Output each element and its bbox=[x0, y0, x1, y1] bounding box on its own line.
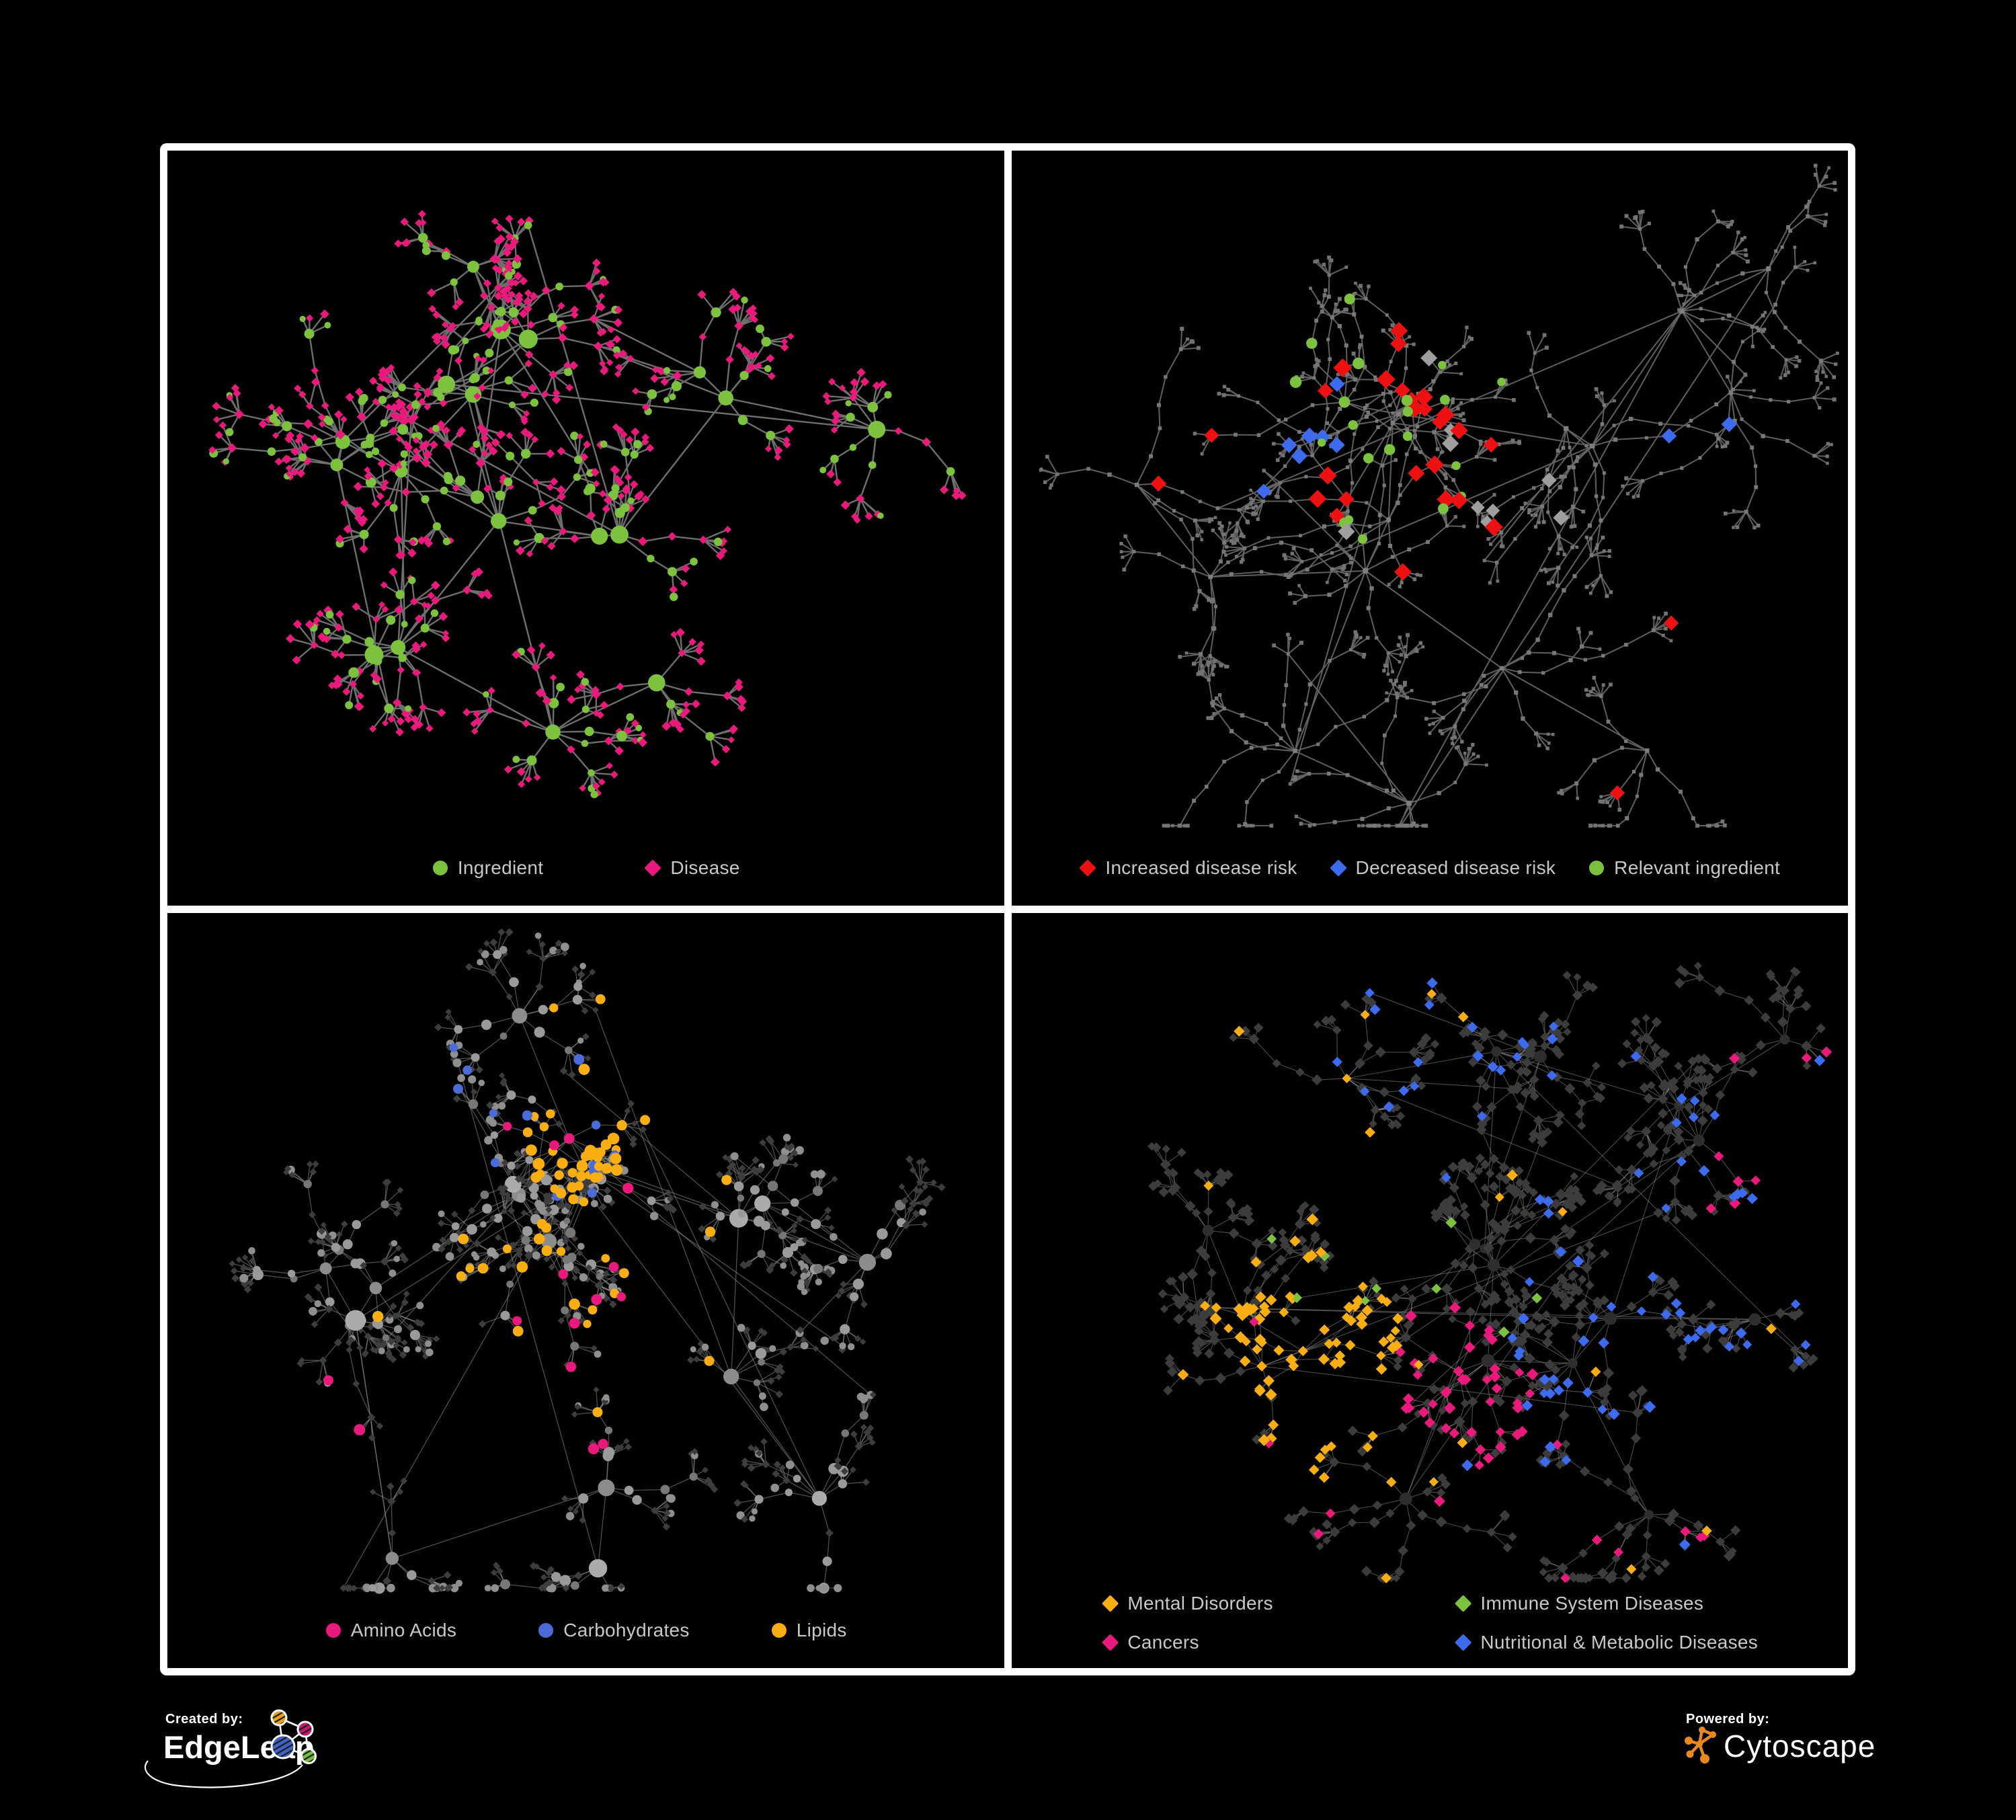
legend-marker-relevant-ingredient bbox=[1588, 859, 1605, 877]
legend-item: Nutritional & Metabolic Diseases bbox=[1454, 1632, 1758, 1653]
legend-nutrient-classes: Amino Acids Carbohydrates Lipids bbox=[167, 1620, 1004, 1641]
legend-item: Decreased disease risk bbox=[1329, 857, 1556, 879]
edgeleap-node-blue bbox=[270, 1734, 296, 1759]
legend-item: Immune System Diseases bbox=[1454, 1593, 1758, 1614]
edgeleap-node-orange bbox=[270, 1709, 288, 1727]
legend-label: Carbohydrates bbox=[563, 1620, 690, 1640]
cytoscape-brand: Cytoscape bbox=[1724, 1729, 1876, 1764]
legend-label: Lipids bbox=[796, 1620, 847, 1640]
edgeleap-node-magenta bbox=[296, 1720, 314, 1738]
legend-item: Amino Acids bbox=[325, 1620, 456, 1641]
panel-nutrient-classes: Amino Acids Carbohydrates Lipids bbox=[167, 913, 1004, 1668]
legend-item: Ingredient bbox=[432, 857, 544, 879]
legend-label: Ingredient bbox=[457, 857, 544, 878]
edgeleap-logo-icon bbox=[144, 1709, 317, 1788]
legend-item: Disease bbox=[644, 857, 739, 879]
legend-marker-carbohydrates bbox=[537, 1622, 555, 1639]
legend-marker-decreased-risk bbox=[1329, 859, 1347, 877]
legend-disease-risk: Increased disease risk Decreased disease… bbox=[1012, 857, 1849, 879]
edgeleap-swoosh bbox=[144, 1760, 303, 1788]
cytoscape-logo-icon bbox=[1685, 1727, 1716, 1764]
legend-marker-nutritional-metabolic-diseases bbox=[1454, 1634, 1472, 1651]
legend-label: Amino Acids bbox=[350, 1620, 457, 1640]
legend-marker-ingredient bbox=[432, 859, 449, 877]
panel-disease-categories: Mental Disorders Immune System Diseases … bbox=[1011, 913, 1848, 1668]
panel-ingredient-disease: Ingredient Disease bbox=[167, 151, 1004, 906]
legend-label: Mental Disorders bbox=[1127, 1593, 1273, 1614]
legend-disease-categories: Mental Disorders Immune System Diseases … bbox=[1101, 1593, 1758, 1653]
legend-label: Immune System Diseases bbox=[1480, 1593, 1704, 1614]
legend-label: Cancers bbox=[1127, 1632, 1199, 1653]
network-graph-disease-risk bbox=[1039, 163, 1839, 828]
legend-marker-cancers bbox=[1101, 1634, 1119, 1651]
created-by-label: Created by: bbox=[165, 1712, 243, 1727]
network-graph-ingredient-disease bbox=[208, 210, 967, 799]
legend-item: Carbohydrates bbox=[537, 1620, 690, 1641]
network-graph-nutrient-classes bbox=[229, 928, 946, 1594]
edgeleap-node-green bbox=[300, 1748, 317, 1764]
legend-item: Relevant ingredient bbox=[1588, 857, 1780, 879]
network-graph-disease-categories bbox=[1147, 961, 1832, 1584]
legend-label: Disease bbox=[670, 857, 740, 878]
legend-marker-disease bbox=[644, 859, 662, 877]
legend-label: Relevant ingredient bbox=[1614, 857, 1781, 878]
legend-item: Mental Disorders bbox=[1101, 1593, 1454, 1614]
legend-marker-mental-disorders bbox=[1101, 1595, 1119, 1612]
legend-item: Cancers bbox=[1101, 1632, 1454, 1653]
figure-frame: Ingredient Disease Increased disease ris… bbox=[160, 143, 1855, 1675]
legend-label: Nutritional & Metabolic Diseases bbox=[1480, 1632, 1759, 1653]
powered-by-label: Powered by: bbox=[1686, 1712, 1770, 1727]
panel-disease-risk: Increased disease risk Decreased disease… bbox=[1011, 151, 1849, 906]
legend-item: Lipids bbox=[770, 1620, 847, 1641]
legend-item: Increased disease risk bbox=[1079, 857, 1297, 879]
legend-ingredient-disease: Ingredient Disease bbox=[167, 857, 1004, 879]
legend-marker-lipids bbox=[770, 1622, 788, 1639]
legend-label: Decreased disease risk bbox=[1355, 857, 1556, 878]
legend-label: Increased disease risk bbox=[1105, 857, 1297, 878]
legend-marker-amino-acids bbox=[325, 1622, 342, 1639]
legend-marker-increased-risk bbox=[1079, 859, 1097, 877]
legend-marker-immune-system-diseases bbox=[1454, 1595, 1472, 1612]
